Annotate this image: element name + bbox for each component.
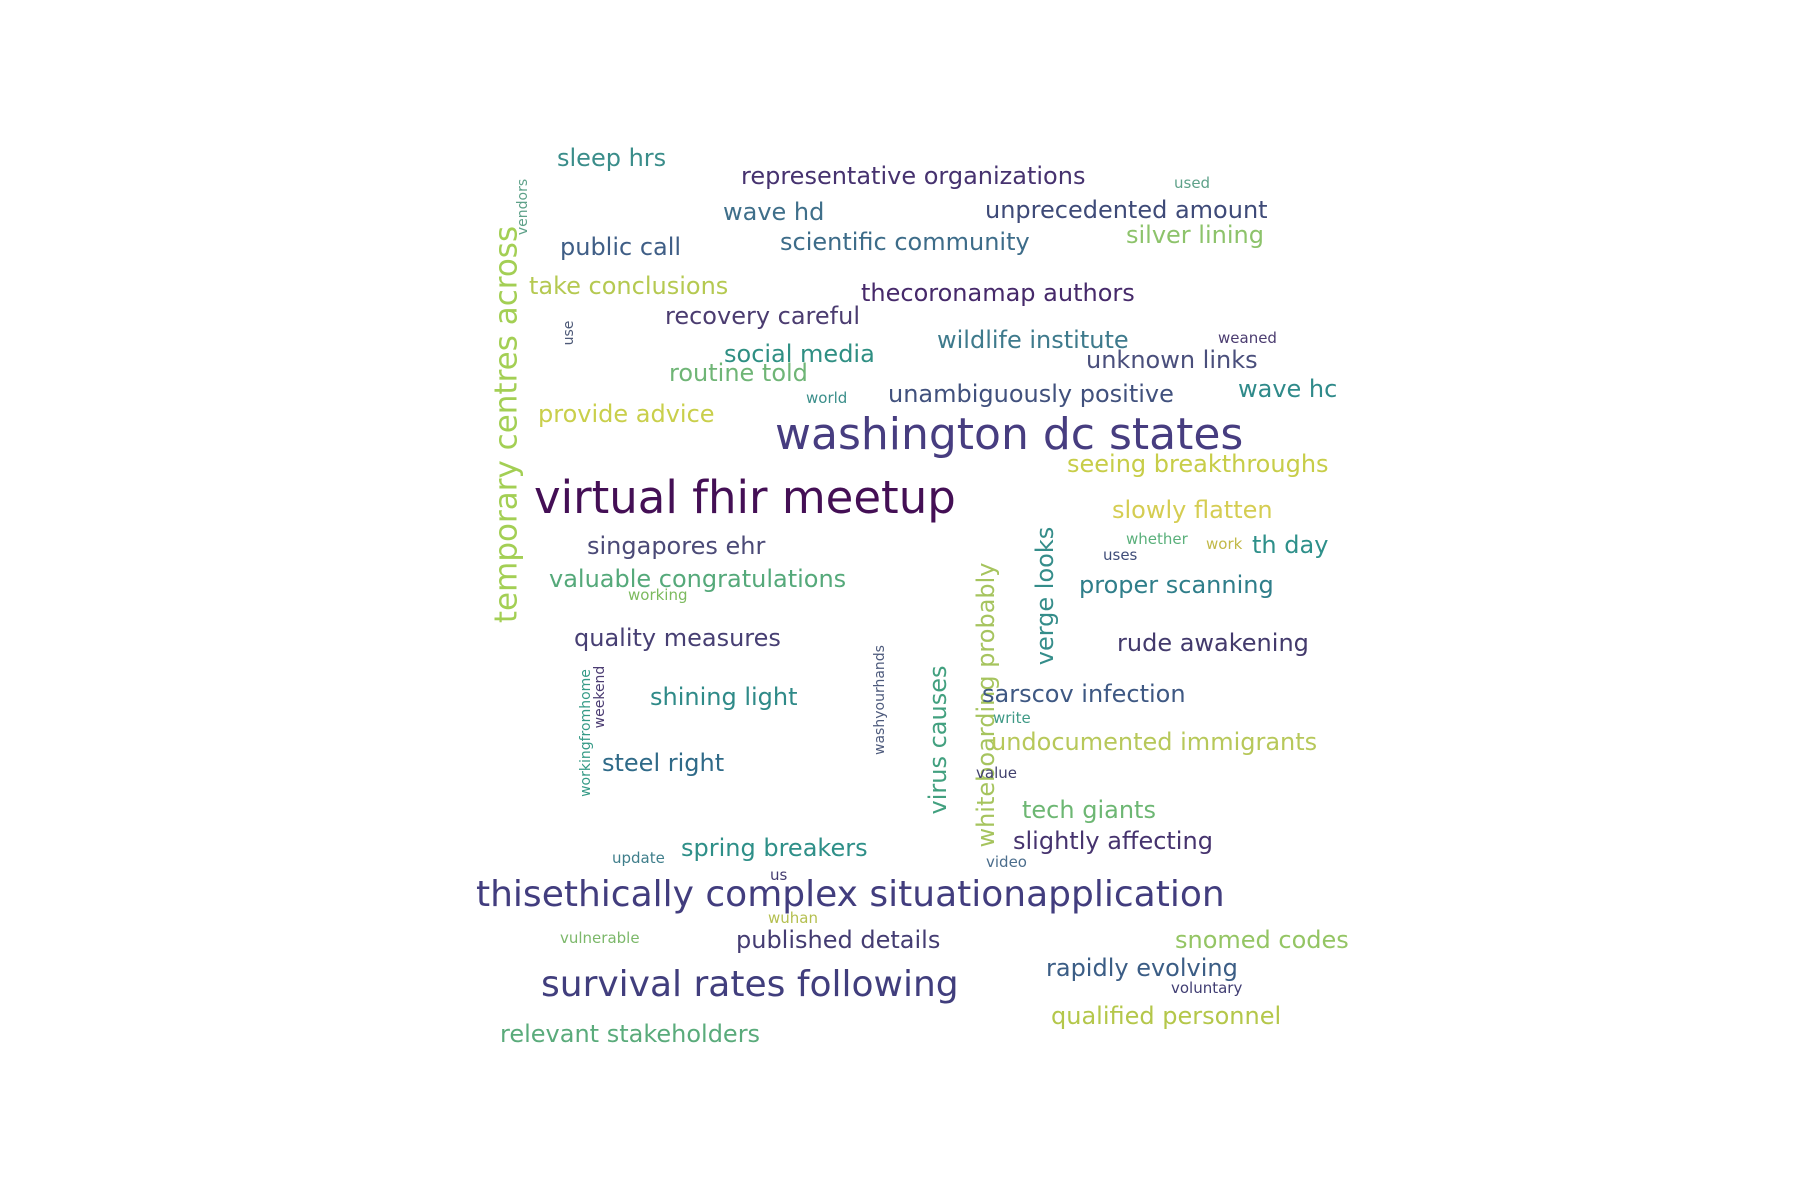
word: sleep hrs	[557, 144, 667, 172]
word: verge looks	[1031, 526, 1059, 666]
word: relevant stakeholders	[500, 1020, 761, 1048]
word: wave hd	[723, 198, 825, 226]
word: representative organizations	[741, 162, 1086, 190]
word: us	[770, 866, 788, 884]
word: published details	[736, 926, 941, 954]
word: temporary centres across	[488, 225, 525, 624]
word: weaned	[1218, 329, 1277, 347]
word: silver lining	[1126, 221, 1264, 249]
word: take conclusions	[529, 272, 729, 300]
word: update	[612, 849, 665, 867]
word: virus causes	[924, 665, 952, 815]
word: wave hc	[1238, 375, 1338, 403]
word: snomed codes	[1175, 926, 1349, 954]
word: rapidly evolving	[1046, 954, 1238, 982]
word: whether	[1126, 530, 1188, 548]
word: unambiguously positive	[888, 380, 1174, 408]
word: quality measures	[574, 624, 781, 652]
word: thecoronamap authors	[861, 279, 1135, 307]
word: washyourhands	[872, 645, 888, 755]
word: rude awakening	[1117, 629, 1309, 657]
word: provide advice	[538, 400, 715, 428]
word: spring breakers	[681, 834, 868, 862]
word: public call	[560, 233, 682, 261]
word: sarscov infection	[982, 680, 1186, 708]
word: vendors	[515, 178, 531, 236]
word: unprecedented amount	[985, 196, 1268, 224]
word: tech giants	[1022, 796, 1156, 824]
word: world	[806, 389, 848, 407]
word: routine told	[669, 359, 808, 387]
word: steel right	[602, 749, 725, 777]
word: vulnerable	[560, 929, 640, 947]
word: qualified personnel	[1051, 1002, 1282, 1030]
word: valuable congratulations	[549, 565, 847, 593]
word: uses	[1103, 546, 1138, 564]
word: virtual fhir meetup	[534, 471, 956, 524]
word: slowly flatten	[1112, 496, 1273, 524]
word: used	[1174, 174, 1211, 192]
word: value	[976, 764, 1017, 782]
word: write	[993, 709, 1031, 727]
word: slightly affecting	[1013, 827, 1213, 855]
word: video	[986, 853, 1027, 871]
word: weekend	[592, 665, 608, 729]
word: proper scanning	[1079, 571, 1274, 599]
word: wuhan	[768, 909, 818, 927]
word: shining light	[650, 683, 798, 711]
word: workingfromhome	[578, 669, 594, 797]
word: seeing breakthroughs	[1067, 450, 1329, 478]
word: recovery careful	[665, 302, 860, 330]
word: singapores ehr	[587, 532, 766, 560]
word: thisethically complex situationapplicati…	[476, 874, 1225, 915]
word: scientific community	[780, 228, 1030, 256]
word: work	[1206, 535, 1243, 553]
word: voluntary	[1171, 979, 1243, 997]
word: wildlife institute	[937, 326, 1129, 354]
word: social media	[724, 340, 875, 368]
word: use	[561, 320, 577, 346]
word: th day	[1252, 531, 1329, 559]
word: unknown links	[1086, 346, 1258, 374]
word: survival rates following	[541, 964, 959, 1005]
word: working	[628, 586, 688, 604]
word: undocumented immigrants	[991, 728, 1318, 756]
word: washington dc states	[775, 409, 1244, 460]
